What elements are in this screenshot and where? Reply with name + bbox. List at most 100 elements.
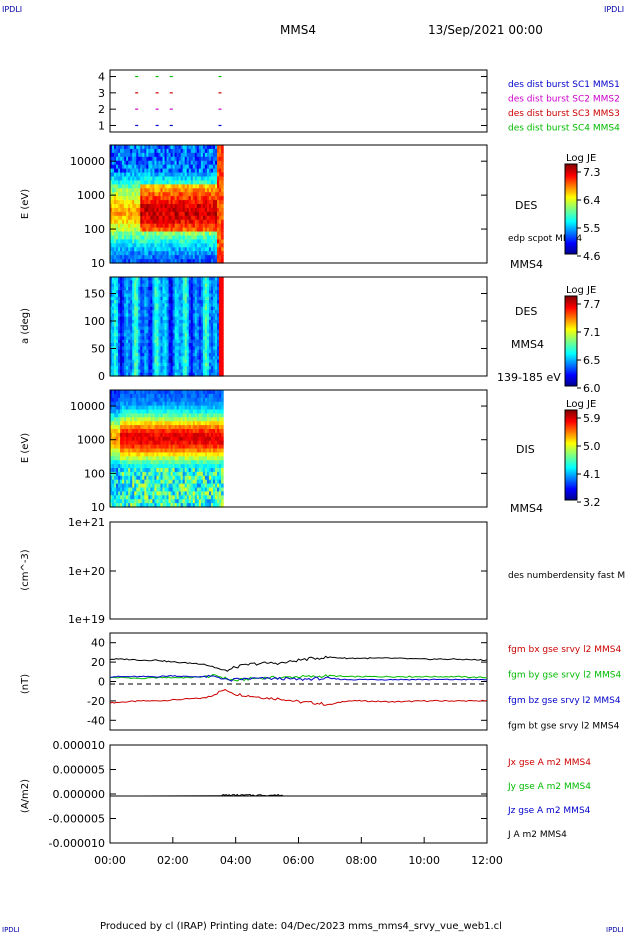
spectrogram-cell xyxy=(198,479,202,485)
spectrogram-cell xyxy=(164,300,168,304)
spectrogram-cell xyxy=(198,475,202,481)
spectrogram-cell xyxy=(208,491,212,496)
spectrogram-cell xyxy=(176,397,180,403)
spectrogram-cell xyxy=(210,425,214,430)
spectrogram-cell xyxy=(200,255,204,260)
spectrogram-cell xyxy=(192,413,196,418)
spectrogram-cell xyxy=(194,243,198,248)
spectrogram-cell xyxy=(180,188,184,193)
spectrogram-cell xyxy=(114,444,117,450)
spectrogram-cell xyxy=(172,280,176,285)
spectrogram-cell xyxy=(122,349,125,354)
spectrogram-cell xyxy=(146,326,149,331)
spectrogram-cell xyxy=(134,164,137,170)
spectrogram-cell xyxy=(192,491,196,496)
spectrogram-cell xyxy=(206,397,210,403)
spectrogram-cell xyxy=(172,239,176,244)
spectrogram-cell xyxy=(144,313,147,318)
spectrogram-cell xyxy=(136,300,139,304)
spectrogram-cell xyxy=(204,333,208,337)
spectrogram-cell xyxy=(188,440,192,446)
spectrogram-cell xyxy=(160,329,164,334)
spectrogram-cell xyxy=(192,316,196,321)
spectrogram-cell xyxy=(172,180,176,185)
spectrogram-cell xyxy=(204,356,208,361)
spectrogram-cell xyxy=(162,417,166,422)
spectrogram-cell xyxy=(118,339,121,344)
spectrogram-cell xyxy=(112,219,115,225)
spectrogram-cell xyxy=(158,180,162,185)
spectrogram-cell xyxy=(132,251,135,256)
spectrogram-cell xyxy=(146,336,149,341)
spectrogram-cell xyxy=(138,429,141,434)
spectrogram-cell xyxy=(128,160,131,166)
spectrogram-cell xyxy=(130,251,133,256)
spectrogram-cell xyxy=(114,204,117,209)
spectrogram-cell xyxy=(186,326,190,331)
spectrogram-cell xyxy=(178,333,182,337)
spectrogram-cell xyxy=(124,188,127,193)
spectrogram-cell xyxy=(194,452,198,457)
spectrogram-cell xyxy=(202,425,206,430)
spectrogram-cell xyxy=(116,211,119,217)
spectrogram-cell xyxy=(200,152,204,158)
spectrogram-cell xyxy=(134,421,137,426)
spectrogram-cell xyxy=(213,393,216,399)
spectrogram-cell xyxy=(180,176,184,181)
spectrogram-cell xyxy=(128,152,131,158)
spectrogram-cell xyxy=(200,326,204,331)
spectrogram-cell xyxy=(202,303,206,308)
spectrogram-cell xyxy=(110,259,113,264)
spectrogram-cell xyxy=(156,397,160,403)
spectrogram-cell xyxy=(188,369,192,374)
spectrogram-cell xyxy=(170,196,174,201)
spectrogram-cell xyxy=(192,405,196,411)
spectrogram-cell xyxy=(213,323,216,328)
colorbar-tick-label: 6.5 xyxy=(583,354,601,367)
spectrogram-cell xyxy=(170,168,174,174)
spectrogram-cell xyxy=(176,180,180,185)
spectrogram-cell xyxy=(164,184,168,189)
spectrogram-cell xyxy=(186,495,190,500)
spectrogram-cell xyxy=(162,366,166,370)
spectrogram-cell xyxy=(168,372,172,377)
spectrogram-cell xyxy=(110,440,113,446)
spectrogram-cell xyxy=(116,436,119,442)
spectrogram-cell xyxy=(188,479,192,485)
spectrogram-cell xyxy=(112,235,115,240)
spectrogram-cell xyxy=(156,460,160,465)
spectrogram-cell xyxy=(142,227,145,233)
spectrogram-cell xyxy=(186,401,190,407)
spectrogram-cell xyxy=(112,495,115,500)
spectrogram-cell xyxy=(219,316,222,321)
spectrogram-cell xyxy=(128,164,131,170)
spectrogram-cell xyxy=(146,479,149,485)
spectrogram-cell xyxy=(130,448,133,453)
spectrogram-cell xyxy=(162,192,166,197)
spectrogram-cell xyxy=(176,432,180,438)
spectrogram-cell xyxy=(114,336,117,341)
spectrogram-cell xyxy=(210,359,214,364)
spectrogram-cell xyxy=(202,349,206,354)
spectrogram-cell xyxy=(142,172,145,178)
spectrogram-cell xyxy=(152,323,156,328)
spectrogram-cell xyxy=(204,499,208,504)
spectrogram-cell xyxy=(200,401,204,407)
spectrogram-cell xyxy=(156,235,160,240)
spectrogram-cell xyxy=(180,464,184,469)
spectrogram-cell xyxy=(204,290,208,295)
spectrogram-cell xyxy=(146,313,149,318)
spectrogram-cell xyxy=(140,164,143,170)
spectrogram-cell xyxy=(116,239,119,244)
spectrogram-cell xyxy=(144,176,147,181)
spectrogram-cell xyxy=(190,491,194,496)
spectrogram-cell xyxy=(142,429,145,434)
spectrogram-cell xyxy=(198,293,202,298)
spectrogram-cell xyxy=(136,333,139,337)
spectrogram-cell xyxy=(219,247,222,252)
spectrogram-cell xyxy=(126,148,129,154)
spectrogram-cell xyxy=(130,475,133,481)
spectrogram-cell xyxy=(213,243,216,248)
spectrogram-cell xyxy=(124,425,127,430)
spectrogram-cell xyxy=(118,239,121,244)
